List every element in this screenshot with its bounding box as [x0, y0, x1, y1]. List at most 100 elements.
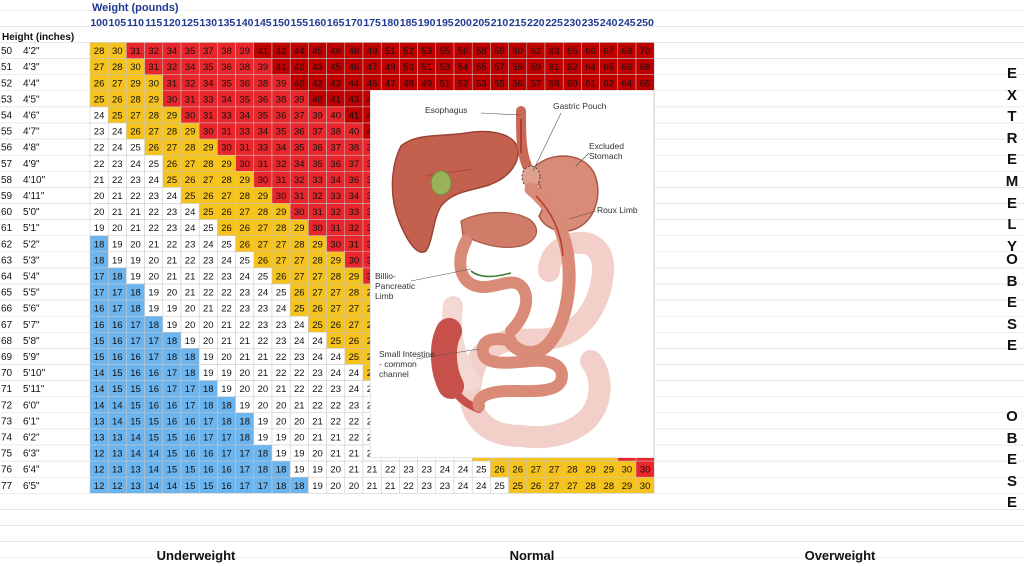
height-inches: 75 — [1, 449, 13, 460]
bmi-value: 16 — [148, 400, 159, 411]
bmi-value: 20 — [112, 223, 123, 234]
bmi-value: 27 — [531, 465, 542, 476]
bmi-value: 21 — [221, 336, 232, 347]
bmi-value: 24 — [330, 368, 341, 379]
bmi-value: 19 — [167, 304, 178, 315]
bmi-value: 30 — [330, 239, 341, 250]
height-inches: 57 — [1, 159, 13, 170]
bmi-value: 28 — [94, 46, 105, 57]
bmi-value: 27 — [312, 271, 323, 282]
bmi-value: 25 — [476, 465, 487, 476]
bmi-value: 37 — [330, 143, 341, 154]
bmi-value: 27 — [330, 304, 341, 315]
bmi-value: 27 — [330, 288, 341, 299]
bmi-value: 22 — [148, 223, 159, 234]
bmi-value: 43 — [312, 62, 323, 73]
bmi-value: 47 — [385, 78, 396, 89]
bmi-value: 21 — [203, 304, 214, 315]
bmi-value: 23 — [403, 465, 414, 476]
bmi-value: 24 — [458, 465, 469, 476]
bmi-value: 19 — [203, 352, 214, 363]
bmi-value: 20 — [312, 449, 323, 460]
bmi-value: 24 — [312, 352, 323, 363]
bmi-value: 19 — [276, 449, 287, 460]
bmi-value: 22 — [148, 207, 159, 218]
bmi-value: 14 — [148, 481, 159, 492]
bmi-value: 23 — [112, 159, 123, 170]
bmi-value: 16 — [167, 400, 178, 411]
height-inches: 68 — [1, 336, 13, 347]
bmi-value: 22 — [403, 481, 414, 492]
height-feet: 4'8" — [23, 143, 40, 154]
bmi-value: 28 — [567, 465, 578, 476]
bmi-value: 39 — [294, 94, 305, 105]
height-feet: 4'5" — [23, 94, 40, 105]
bmi-value: 52 — [403, 46, 414, 57]
bmi-value: 26 — [130, 127, 141, 138]
bmi-value: 22 — [312, 384, 323, 395]
bmi-value: 25 — [221, 239, 232, 250]
bmi-value: 59 — [531, 62, 542, 73]
bmi-value: 41 — [330, 94, 341, 105]
bmi-value: 18 — [167, 352, 178, 363]
bmi-value: 18 — [239, 416, 250, 427]
bmi-value: 13 — [130, 465, 141, 476]
bmi-value: 38 — [221, 46, 232, 57]
bmi-value: 33 — [258, 143, 269, 154]
height-inches: 70 — [1, 368, 13, 379]
bmi-value: 23 — [312, 368, 323, 379]
bmi-value: 58 — [476, 46, 487, 57]
bmi-value: 21 — [130, 207, 141, 218]
bmi-value: 14 — [167, 481, 178, 492]
bmi-value: 40 — [330, 110, 341, 121]
bmi-value: 55 — [440, 46, 451, 57]
bmi-value: 13 — [130, 481, 141, 492]
bmi-value: 43 — [330, 78, 341, 89]
bmi-value: 18 — [294, 481, 305, 492]
weight-header: 225 — [545, 17, 563, 29]
bmi-value: 41 — [349, 110, 360, 121]
bmi-value: 21 — [385, 481, 396, 492]
bmi-value: 64 — [622, 78, 633, 89]
height-inches: 59 — [1, 191, 13, 202]
bmi-value: 26 — [312, 304, 323, 315]
bmi-value: 37 — [203, 46, 214, 57]
bmi-value: 31 — [167, 78, 178, 89]
bmi-value: 26 — [239, 239, 250, 250]
bmi-value: 19 — [258, 432, 269, 443]
bmi-value: 48 — [403, 78, 414, 89]
height-feet: 4'3" — [23, 62, 40, 73]
bmi-value: 34 — [239, 110, 250, 121]
bmi-value: 24 — [330, 352, 341, 363]
height-inches: 54 — [1, 110, 13, 121]
bmi-value: 34 — [167, 46, 178, 57]
bmi-value: 45 — [367, 78, 378, 89]
weight-header: 165 — [327, 17, 345, 29]
bmi-value: 28 — [221, 175, 232, 186]
bmi-value: 64 — [585, 62, 596, 73]
bmi-value: 24 — [458, 481, 469, 492]
bmi-value: 29 — [349, 271, 360, 282]
weight-axis-label: Weight (pounds) — [92, 2, 179, 14]
bmi-value: 23 — [167, 223, 178, 234]
bmi-value: 21 — [221, 320, 232, 331]
bmi-value: 30 — [640, 481, 651, 492]
bmi-value: 25 — [239, 255, 250, 266]
bmi-value: 32 — [185, 78, 196, 89]
bmi-value: 19 — [148, 304, 159, 315]
bmi-value: 20 — [276, 416, 287, 427]
bmi-value: 51 — [421, 62, 432, 73]
bmi-value: 14 — [94, 400, 105, 411]
bmi-value: 13 — [112, 432, 123, 443]
weight-header: 145 — [254, 17, 272, 29]
bmi-value: 20 — [203, 320, 214, 331]
bmi-value: 21 — [294, 400, 305, 411]
bmi-value: 30 — [185, 110, 196, 121]
bmi-value: 35 — [203, 62, 214, 73]
height-inches: 56 — [1, 143, 13, 154]
bmi-value: 13 — [94, 432, 105, 443]
bmi-value: 22 — [349, 432, 360, 443]
bmi-value: 20 — [294, 416, 305, 427]
weight-header: 205 — [473, 17, 491, 29]
bmi-value: 35 — [276, 127, 287, 138]
